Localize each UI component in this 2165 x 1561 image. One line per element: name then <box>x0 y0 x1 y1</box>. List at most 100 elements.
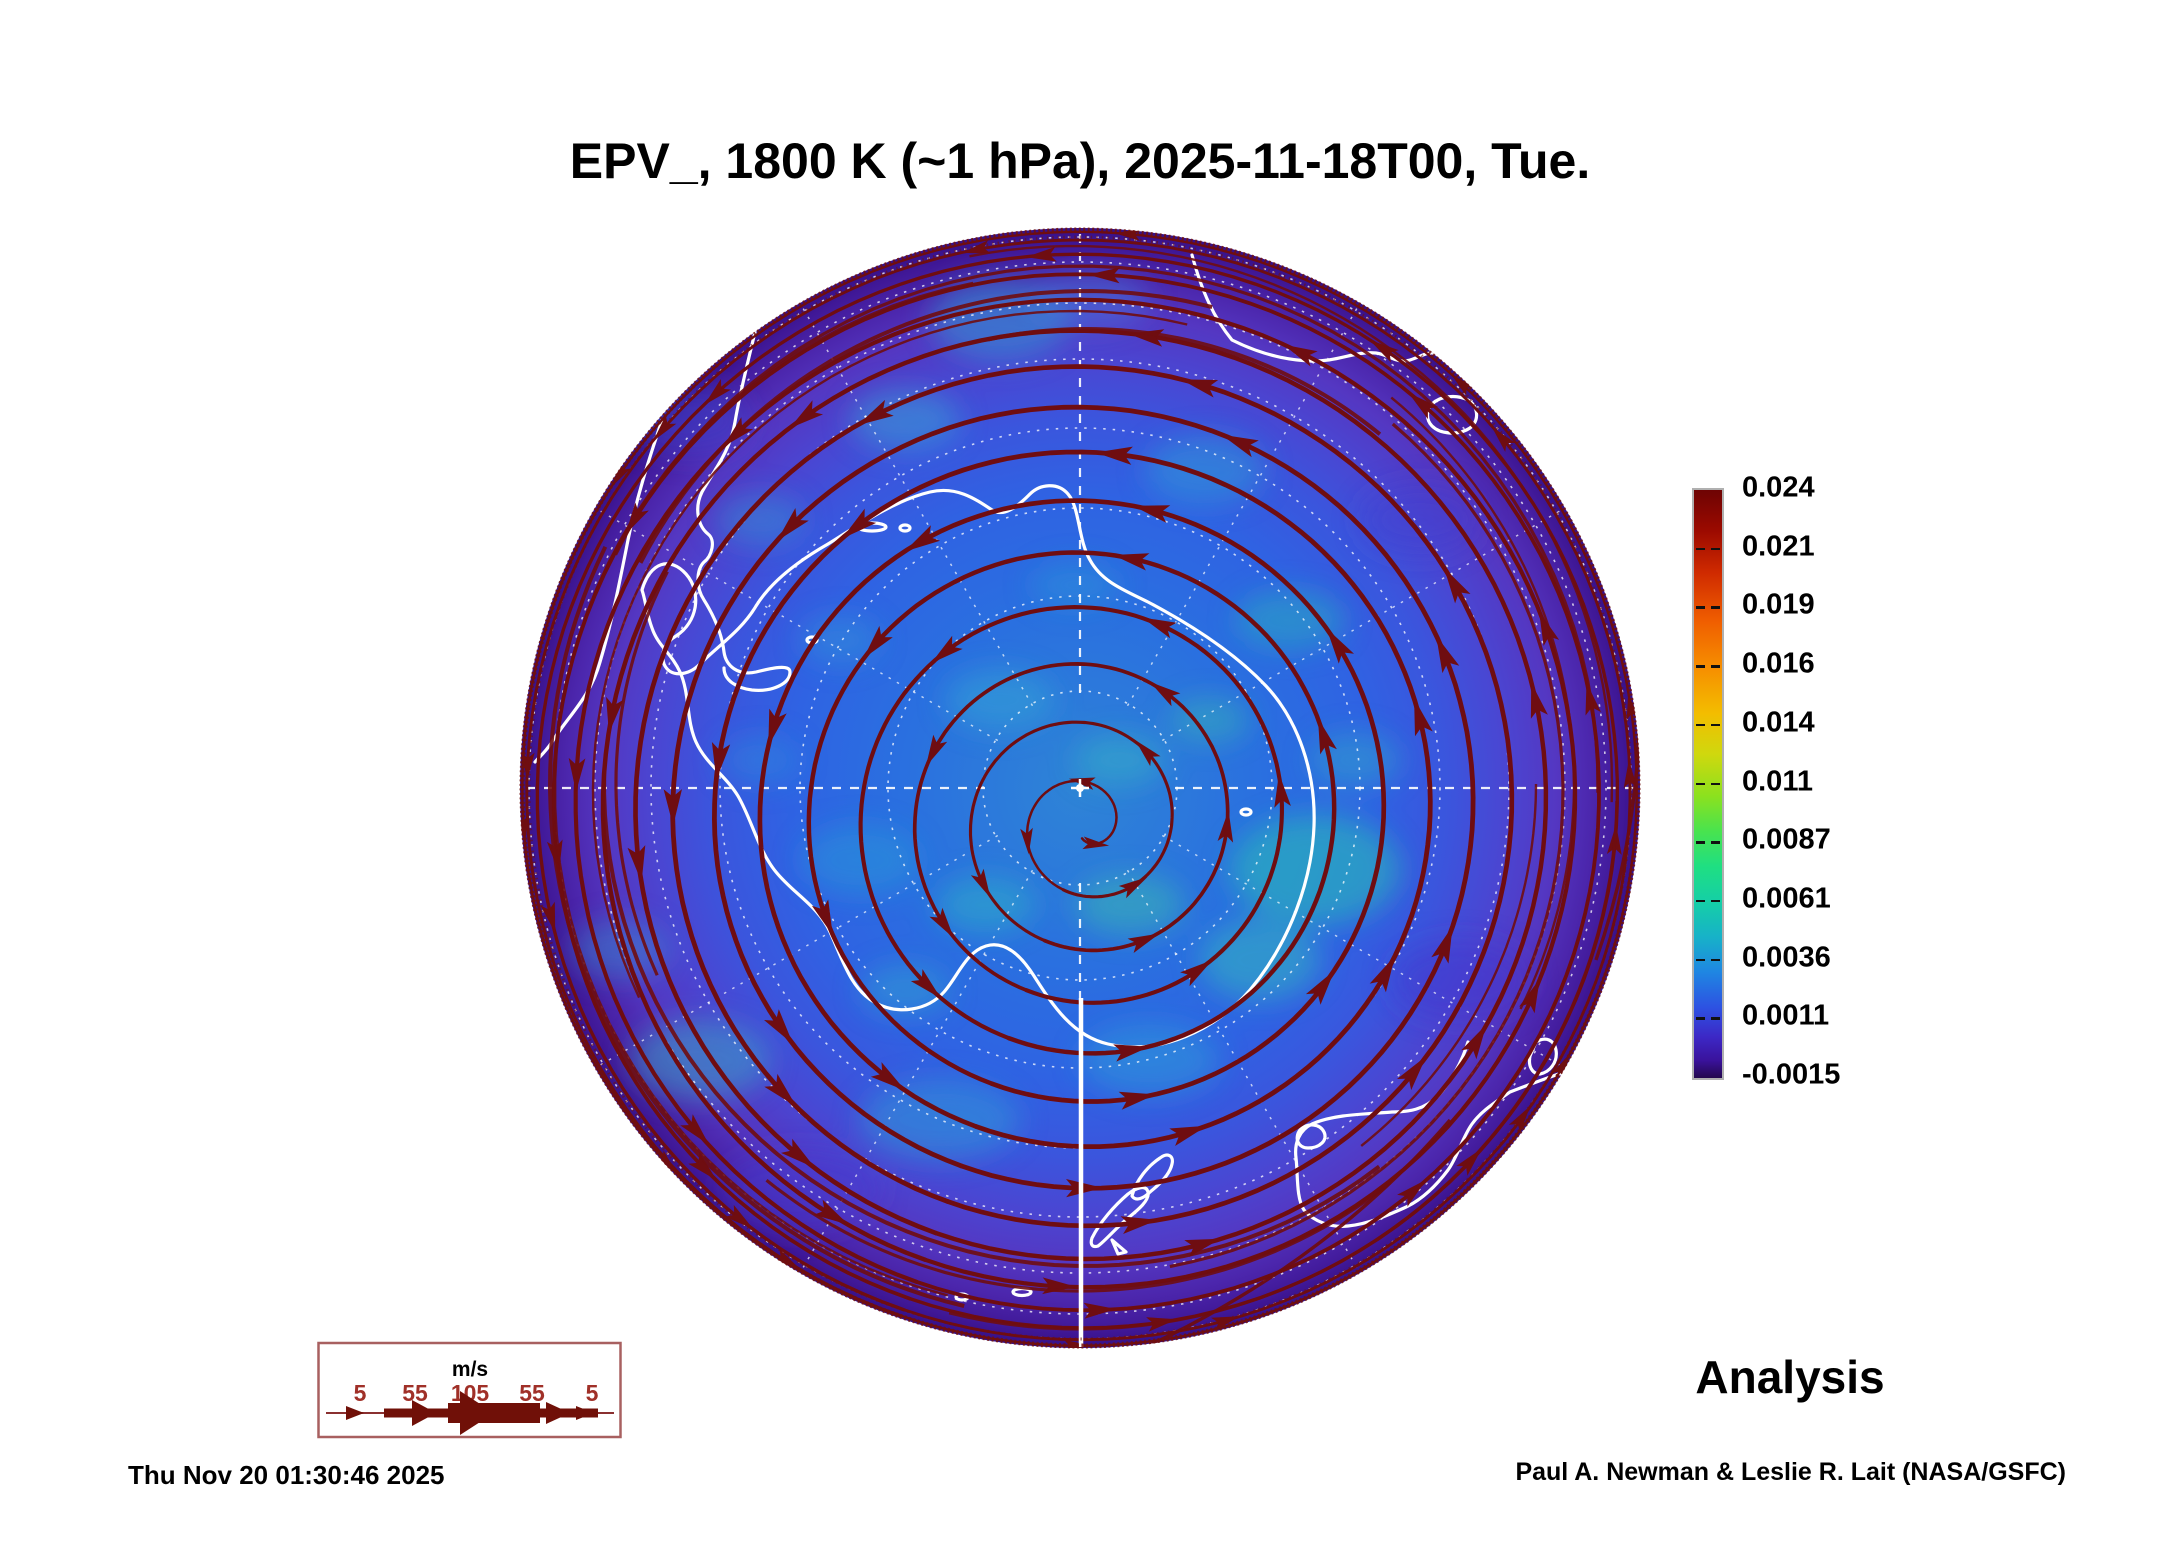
streamline-arrow <box>1461 1024 1487 1060</box>
streamline <box>602 771 1381 1268</box>
streamline <box>1149 1118 1452 1347</box>
field-patch <box>945 670 1055 730</box>
page-title: EPV_, 1800 K (~1 hPa), 2025-11-18T00, Tu… <box>569 133 1591 189</box>
streamline-arrow <box>970 868 991 898</box>
streamline <box>633 364 1515 1236</box>
streamline-arrow <box>931 635 963 664</box>
streamline-arrow <box>688 1152 717 1181</box>
colorbar-tick <box>1696 841 1705 844</box>
streamline-arrow <box>1149 681 1181 707</box>
streamline-arrow <box>929 907 954 939</box>
meridian-line <box>800 305 1034 707</box>
streamline <box>1169 422 1565 1269</box>
streamline-arrow <box>1135 740 1161 767</box>
streamline-arrow <box>764 1073 797 1107</box>
wind-legend-value: 55 <box>519 1380 545 1406</box>
field-patch <box>1235 590 1345 650</box>
streamline-arrow <box>776 508 809 541</box>
colorbar-tick <box>1711 899 1720 903</box>
streamline-arrow <box>841 508 877 539</box>
colorbar-label: 0.0087 <box>1742 823 1831 856</box>
streamline-arrow <box>1066 1179 1103 1198</box>
wind-legend-unit: m/s <box>452 1358 488 1381</box>
analysis-label: Analysis <box>1695 1351 1885 1403</box>
meridian-line <box>1161 508 1563 742</box>
streamline-arrow <box>764 1009 794 1045</box>
colorbar-label: 0.016 <box>1742 647 1815 680</box>
streamline-arrow <box>1431 926 1453 964</box>
colorbar-label: 0.011 <box>1742 765 1813 797</box>
colorbar-tick <box>1696 606 1705 609</box>
streamline-arrow <box>1408 392 1438 420</box>
meridian-line <box>1161 834 1563 1068</box>
streamline-arrow <box>1221 434 1259 458</box>
streamline-arrow <box>1113 553 1150 571</box>
colorbar-tick <box>1711 606 1720 609</box>
streamline-arrow <box>521 752 535 781</box>
streamline-arrow <box>1436 635 1460 674</box>
streamline-arrow <box>1026 246 1057 262</box>
field-patch <box>1170 698 1250 742</box>
streamline-arrow <box>724 1205 754 1229</box>
colorbar-label: 0.024 <box>1742 471 1815 504</box>
streamline <box>525 238 1632 1342</box>
field-patch <box>1030 563 1120 607</box>
streamline-arrow <box>768 708 787 746</box>
coastline-tasmania <box>1425 394 1479 435</box>
colorbar-tick <box>1711 547 1720 551</box>
streamline-arrow <box>811 899 833 936</box>
streamline-arrow <box>1082 836 1110 850</box>
field-patch <box>1075 875 1185 935</box>
streamline <box>757 498 1387 1129</box>
streamline-arrow <box>711 742 731 780</box>
meridian-line <box>597 508 999 742</box>
streamline <box>600 328 1549 1263</box>
streamline-arrow <box>1283 344 1318 367</box>
wind-legend-value: 5 <box>354 1380 367 1406</box>
streamline <box>806 550 1337 1086</box>
field-patch <box>1230 815 1400 925</box>
colorbar-label: -0.0015 <box>1742 1058 1841 1091</box>
streamline <box>712 449 1433 1169</box>
streamline-arrow <box>1133 505 1171 523</box>
field-patch <box>800 825 920 895</box>
streamline-arrow <box>568 757 586 792</box>
island <box>1486 1179 1502 1189</box>
coastline-nz-north-island <box>1130 1153 1174 1201</box>
streamline-arrow <box>1020 827 1033 855</box>
colorbar-tick <box>1696 958 1705 962</box>
streamline <box>948 800 1619 1331</box>
coastline-antarctica <box>640 484 1316 1049</box>
streamline-arrow <box>1118 1091 1156 1110</box>
colorbar-label: 0.0036 <box>1742 941 1831 974</box>
colorbar-label: 0.014 <box>1742 706 1815 739</box>
limb-speckle <box>519 227 1641 1349</box>
streamline-arrow <box>925 734 948 767</box>
streamline <box>554 281 974 1297</box>
streamline-arrow <box>606 696 624 734</box>
latitude-circle <box>650 358 1510 1218</box>
streamline <box>591 309 1188 999</box>
field-patch <box>630 1020 770 1100</box>
meridian-line <box>1126 305 1360 707</box>
streamline <box>1360 783 1538 1147</box>
south-pole-marker <box>1071 779 1089 797</box>
streamline-arrow <box>1095 446 1133 465</box>
colorbar <box>1692 488 1724 1080</box>
streamline-arrow <box>1118 877 1148 899</box>
streamline-arrow <box>1181 379 1219 398</box>
coastline-nz-south-island <box>1089 1185 1150 1249</box>
streamline-arrow <box>1217 810 1234 843</box>
streamline-arrow <box>1519 978 1540 1014</box>
colorbar-labels: 0.024 0.021 0.019 0.016 0.014 0.011 0.0087 0.00… <box>1742 472 1902 1091</box>
wind-legend-border <box>317 1341 622 1439</box>
streamlines <box>520 228 1640 1348</box>
streamline-arrow <box>1087 267 1120 284</box>
wind-speed-legend: m/s 5 55 105 55 5 <box>317 1341 622 1439</box>
field-patch <box>1075 735 1165 785</box>
streamline-arrow <box>1326 628 1354 664</box>
streamline-arrow <box>789 400 823 429</box>
streamline-arrow <box>813 1199 849 1225</box>
coastline-australia <box>1190 253 1446 363</box>
